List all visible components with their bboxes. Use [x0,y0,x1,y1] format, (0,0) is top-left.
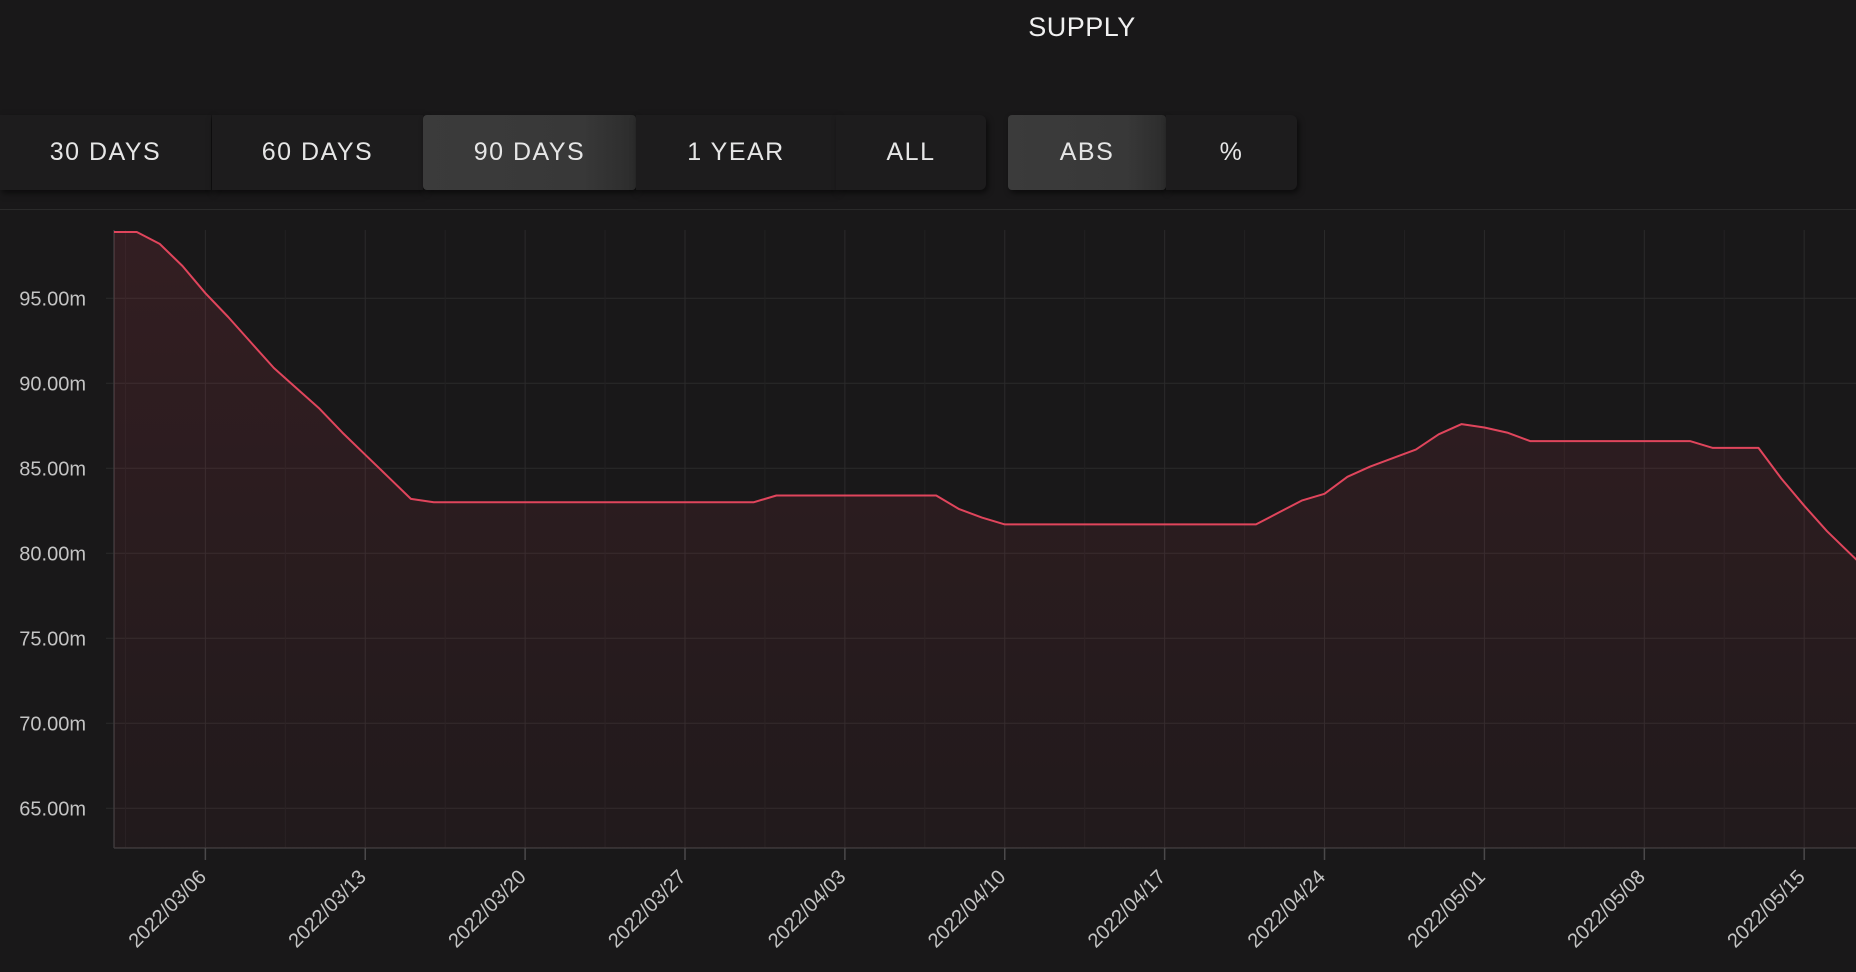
x-tick-label: 2022/03/06 [125,866,211,952]
x-tick-label: 2022/04/24 [1244,866,1330,952]
y-tick-label: 65.00m [19,798,86,820]
y-tick-label: 75.00m [19,628,86,650]
x-tick-label: 2022/03/27 [604,866,690,952]
range-button-1-year[interactable]: 1 YEAR [636,115,836,190]
x-tick-label: 2022/03/13 [284,866,370,952]
range-button-30-days[interactable]: 30 DAYS [0,115,211,190]
y-tick-label: 90.00m [19,373,86,395]
x-tick-label: 2022/05/01 [1404,866,1490,952]
x-tick-label: 2022/04/10 [924,866,1010,952]
x-tick-label: 2022/05/08 [1563,866,1649,952]
y-tick-label: 85.00m [19,458,86,480]
series-area [114,232,1856,848]
range-button-90-days[interactable]: 90 DAYS [423,115,636,190]
x-tick-label: 2022/04/17 [1084,866,1170,952]
range-button-all[interactable]: ALL [836,115,986,190]
mode-button-percent[interactable]: % [1166,115,1297,190]
y-tick-label: 80.00m [19,543,86,565]
range-button-60-days[interactable]: 60 DAYS [212,115,423,190]
mode-button-abs[interactable]: ABS [1008,115,1166,190]
chart-title: SUPPLY [1028,12,1136,42]
y-tick-label: 70.00m [19,713,86,735]
y-tick-label: 95.00m [19,288,86,310]
header-divider [0,209,1856,210]
x-tick-label: 2022/04/03 [764,866,850,952]
series-line [114,231,1856,561]
x-tick-label: 2022/03/20 [444,866,530,952]
x-tick-label: 2022/05/15 [1723,866,1809,952]
